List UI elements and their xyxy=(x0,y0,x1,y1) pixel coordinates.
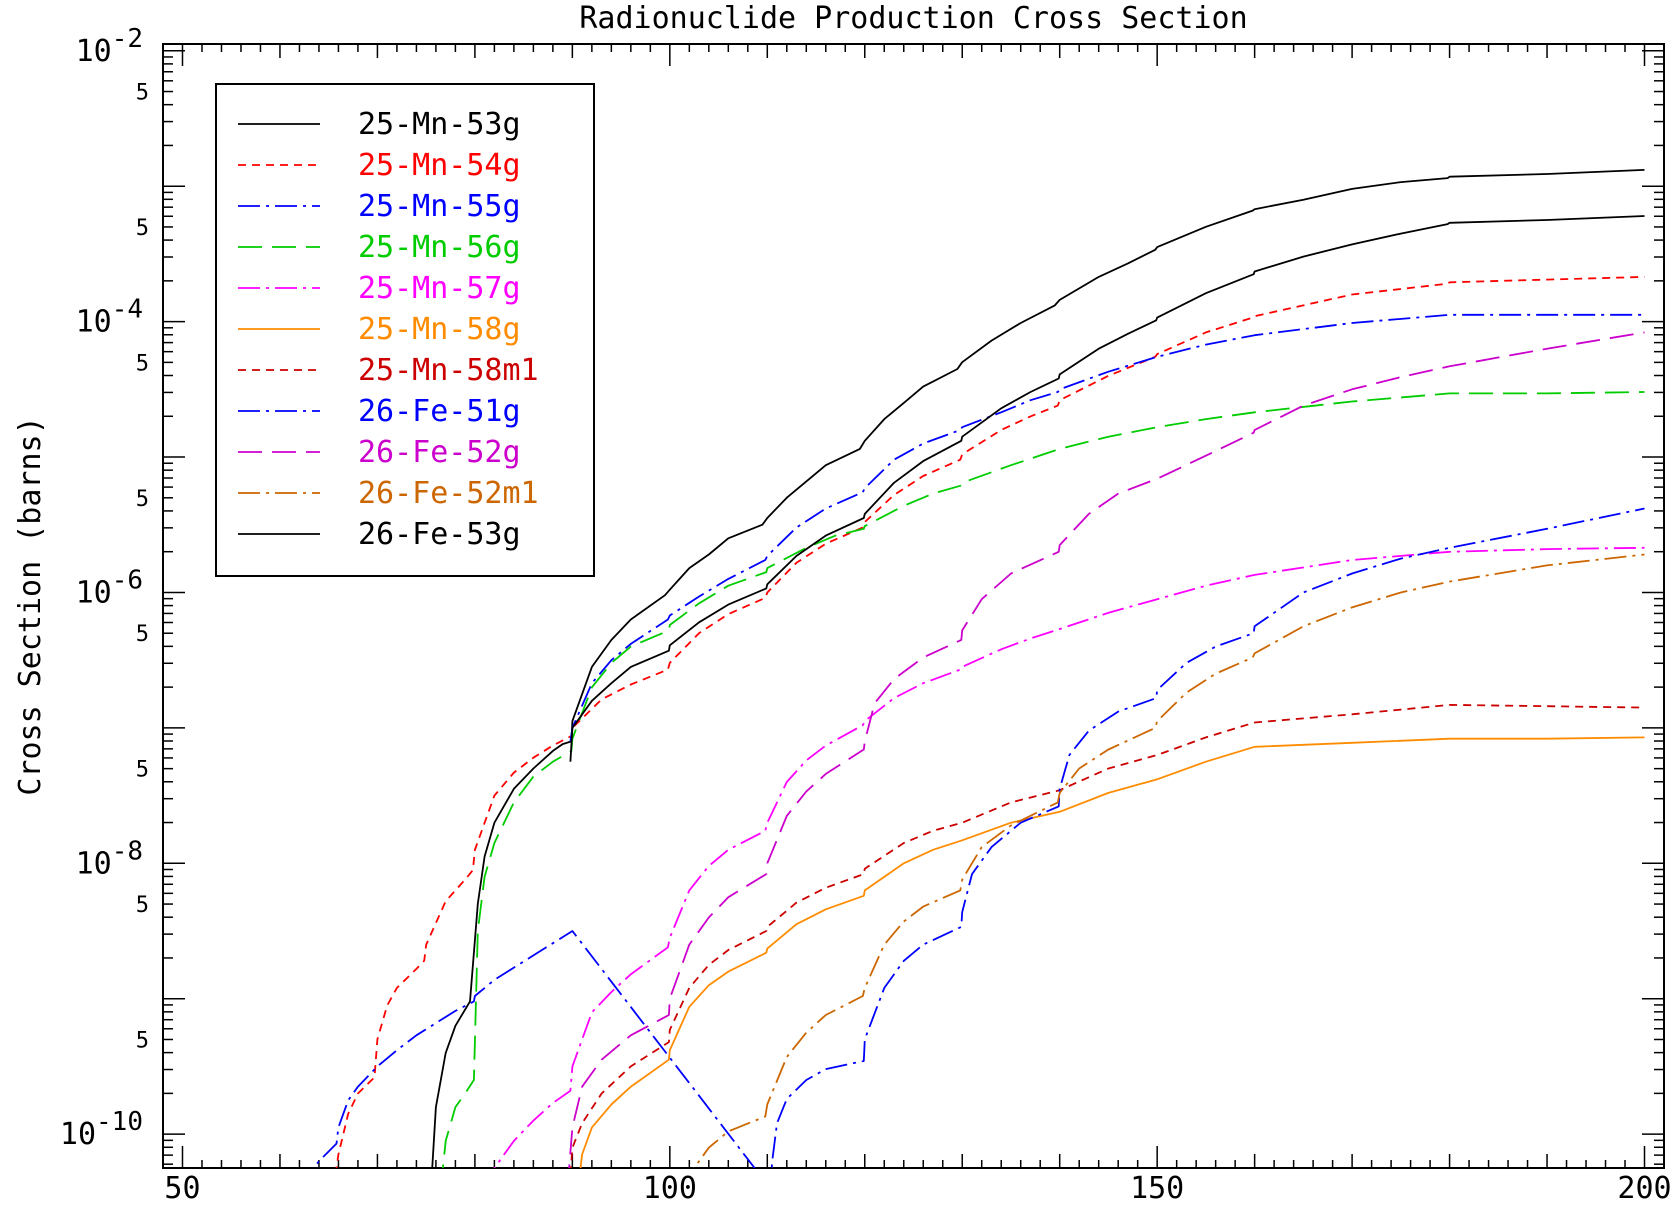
series-line-25-mn-56g xyxy=(441,391,1645,1168)
legend-label: 25-Mn-55g xyxy=(358,189,521,224)
legend-box xyxy=(215,83,595,577)
y-minor-tick-label: 5 xyxy=(136,758,149,783)
y-tick-label: 10-2 xyxy=(76,24,143,69)
series-line-26-fe-52g xyxy=(568,331,1645,1168)
series-line-26-fe-51g xyxy=(312,507,1645,1168)
series-line-26-fe-52m1 xyxy=(693,553,1645,1168)
y-minor-tick-label: 5 xyxy=(136,487,149,512)
y-minor-tick-label: 5 xyxy=(136,893,149,918)
y-axis: 5 5 5 5 5 5 5 5 10-10 10-8 10-6 10-4 10-2 xyxy=(60,24,1664,1165)
series-group xyxy=(312,169,1645,1168)
legend-label: 26-Fe-51g xyxy=(358,394,521,429)
legend-label: 25-Mn-53g xyxy=(358,107,521,142)
y-minor-tick-label: 5 xyxy=(136,216,149,241)
series-line-26-fe-53g xyxy=(569,215,1645,762)
y-minor-tick-label: 5 xyxy=(136,1028,149,1053)
legend-label: 26-Fe-52g xyxy=(358,435,521,470)
y-minor-tick-label: 5 xyxy=(136,622,149,647)
x-tick-label: 50 xyxy=(164,1171,200,1206)
legend: 25-Mn-53g 25-Mn-54g 25-Mn-55g 25-Mn-56g 25-M… xyxy=(215,83,595,577)
legend-label: 25-Mn-58m1 xyxy=(358,353,539,388)
legend-label: 25-Mn-56g xyxy=(358,230,521,265)
series-line-25-mn-54g xyxy=(335,276,1645,1168)
legend-label: 25-Mn-57g xyxy=(358,271,521,306)
y-tick-label: 10-4 xyxy=(76,295,143,340)
y-axis-label: Cross Section (barns) xyxy=(13,416,48,795)
x-tick-label: 200 xyxy=(1617,1171,1671,1206)
x-axis: 50 100 150 200 xyxy=(164,44,1672,1206)
series-line-25-mn-53g xyxy=(431,169,1645,1168)
y-tick-label: 10-8 xyxy=(76,836,143,881)
y-minor-tick-label: 5 xyxy=(136,351,149,376)
legend-label: 26-Fe-53g xyxy=(358,517,521,552)
legend-label: 25-Mn-54g xyxy=(358,148,521,183)
chart-title: Radionuclide Production Cross Section xyxy=(579,1,1247,36)
legend-label: 26-Fe-52m1 xyxy=(358,476,539,511)
legend-label: 25-Mn-58g xyxy=(358,312,521,347)
series-line-25-mn-55g xyxy=(569,313,1645,742)
series-line-25-mn-58m1 xyxy=(569,704,1645,1168)
y-minor-tick-label: 5 xyxy=(136,81,149,106)
y-tick-label: 10-10 xyxy=(60,1107,143,1152)
x-tick-label: 100 xyxy=(643,1171,697,1206)
series-line-25-mn-57g xyxy=(493,546,1645,1168)
y-tick-label: 10-6 xyxy=(76,565,143,610)
series-line-25-mn-58g xyxy=(579,736,1645,1168)
x-tick-label: 150 xyxy=(1130,1171,1184,1206)
